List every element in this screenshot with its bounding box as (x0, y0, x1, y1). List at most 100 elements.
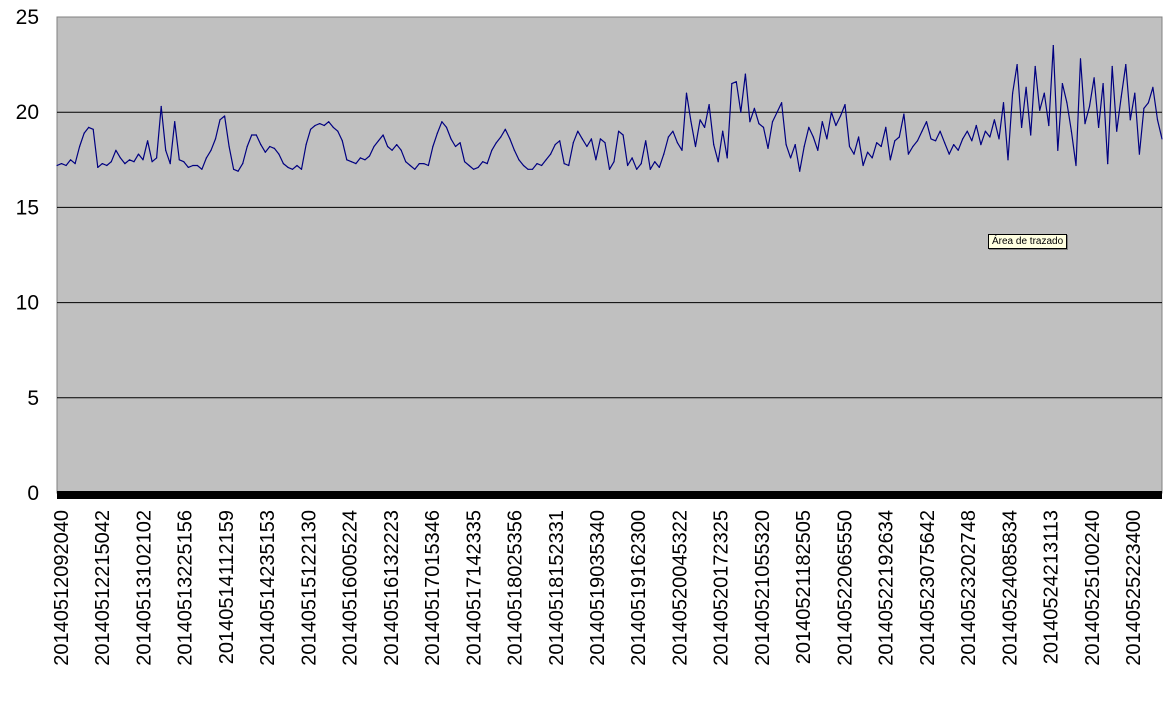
data-point (92, 128, 94, 130)
x-tick-label: 20140519162300 (628, 510, 650, 666)
data-point (1152, 86, 1154, 88)
x-tick-label: 20140518025356 (505, 510, 527, 666)
data-point (645, 140, 647, 142)
data-point (803, 145, 805, 148)
data-point (993, 119, 996, 121)
data-point (998, 138, 1000, 140)
data-point (586, 145, 588, 148)
data-point (486, 163, 488, 165)
data-point (545, 159, 547, 161)
data-point (536, 163, 538, 165)
data-point (1034, 65, 1036, 68)
data-point (106, 164, 108, 167)
data-point (808, 126, 810, 128)
data-point (785, 144, 787, 146)
x-tick-label: 20140524085834 (999, 510, 1021, 666)
data-point (128, 159, 131, 161)
data-point (509, 138, 511, 140)
data-point (269, 145, 271, 148)
plot-area[interactable] (56, 16, 1163, 494)
data-point (137, 153, 140, 155)
data-point (196, 164, 198, 167)
data-point (649, 168, 651, 170)
data-point (559, 140, 561, 142)
plot-area-tooltip: Área de trazado (988, 234, 1068, 249)
data-point (1147, 102, 1149, 104)
data-point (255, 134, 257, 136)
data-point (228, 145, 230, 148)
data-point (1134, 92, 1136, 94)
data-point (1039, 109, 1041, 111)
data-point (658, 166, 660, 168)
x-axis-baseline (57, 491, 1162, 499)
y-tick-label: 0 (27, 482, 39, 505)
data-point (966, 130, 968, 132)
data-point (640, 163, 642, 165)
data-point (210, 149, 212, 151)
data-point (278, 153, 280, 155)
data-point (989, 136, 991, 138)
x-tick-label: 20140519035340 (587, 510, 609, 666)
data-point (377, 140, 380, 142)
data-point (654, 161, 656, 163)
data-point (88, 126, 90, 128)
data-point (790, 157, 792, 159)
data-point (74, 163, 76, 165)
data-point (414, 168, 416, 170)
x-tick-label: 20140523202748 (958, 510, 980, 666)
data-point (577, 130, 579, 132)
data-point (916, 140, 919, 142)
x-tick-label: 20140525100240 (1082, 510, 1104, 666)
data-point (1120, 96, 1122, 98)
data-point (1143, 107, 1145, 109)
data-point (731, 83, 733, 85)
data-point (373, 145, 375, 148)
data-point (192, 164, 194, 167)
data-point (387, 145, 389, 148)
data-point (83, 132, 85, 134)
data-point (971, 140, 973, 142)
data-point (450, 138, 452, 140)
data-point (1057, 149, 1059, 151)
data-point (70, 159, 72, 161)
x-tick-label: 20140512092040 (51, 510, 73, 666)
x-tick-label: 20140513225156 (175, 510, 197, 666)
data-point (667, 136, 670, 138)
data-point (853, 153, 855, 155)
data-point (115, 149, 117, 151)
x-tick-label: 20140514112159 (216, 510, 238, 664)
data-point (500, 136, 502, 138)
data-point (817, 149, 819, 151)
data-point (459, 142, 461, 144)
data-point (305, 144, 307, 146)
x-tick-label: 20140515122130 (298, 510, 320, 666)
data-point (468, 164, 470, 167)
data-point (980, 144, 982, 146)
data-point (867, 151, 869, 153)
data-point (513, 149, 516, 151)
data-point (862, 164, 864, 167)
data-point (165, 149, 167, 151)
x-tick-label: 20140516132223 (381, 510, 403, 666)
data-point (477, 166, 479, 168)
data-point (1161, 138, 1163, 140)
data-point (826, 138, 828, 140)
data-point (1084, 123, 1086, 125)
x-tick-label: 20140525223400 (1123, 510, 1145, 666)
data-point (224, 115, 226, 117)
data-point (672, 130, 674, 132)
data-point (260, 144, 262, 146)
data-point (296, 164, 298, 167)
y-tick-label: 25 (16, 6, 39, 29)
data-point (912, 145, 914, 148)
x-tick-label: 20140512215042 (92, 510, 114, 666)
data-point (482, 161, 484, 163)
data-point (903, 113, 905, 115)
data-point (581, 138, 583, 140)
data-point (541, 164, 543, 167)
data-point (97, 166, 99, 168)
data-point (314, 124, 316, 127)
data-point (1129, 119, 1131, 121)
data-point (427, 164, 429, 167)
